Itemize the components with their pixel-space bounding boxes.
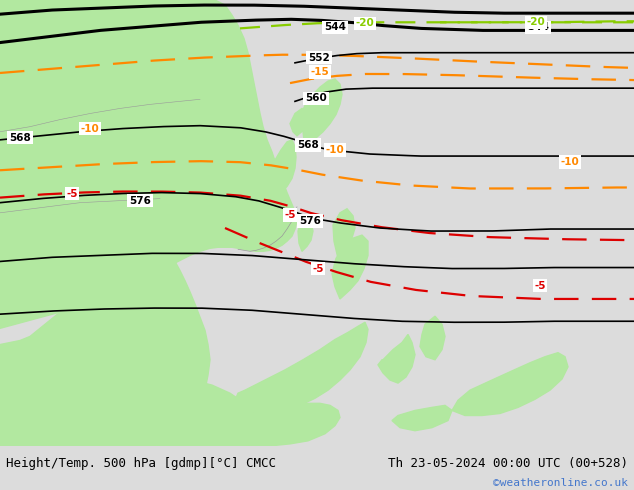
Polygon shape (0, 0, 297, 328)
Text: 560: 560 (305, 93, 327, 103)
Text: 544: 544 (324, 23, 346, 32)
Polygon shape (298, 216, 313, 251)
Text: 544: 544 (527, 23, 549, 32)
Polygon shape (378, 334, 415, 383)
Polygon shape (290, 108, 309, 136)
Text: -20: -20 (527, 17, 545, 27)
Text: -5: -5 (313, 264, 324, 273)
Polygon shape (0, 233, 210, 446)
Polygon shape (420, 316, 445, 360)
Text: Height/Temp. 500 hPa [gdmp][°C] CMCC: Height/Temp. 500 hPa [gdmp][°C] CMCC (6, 457, 276, 470)
Polygon shape (392, 405, 452, 431)
Text: 568: 568 (9, 133, 31, 143)
Text: 552: 552 (308, 53, 330, 63)
Text: -5: -5 (534, 281, 546, 291)
Polygon shape (230, 403, 340, 446)
Text: 576: 576 (129, 196, 151, 206)
Text: ©weatheronline.co.uk: ©weatheronline.co.uk (493, 478, 628, 489)
Polygon shape (272, 140, 296, 197)
Text: 568: 568 (297, 140, 319, 150)
Text: 576: 576 (299, 216, 321, 226)
Text: -5: -5 (66, 189, 78, 198)
Text: -5: -5 (284, 210, 295, 220)
Polygon shape (118, 378, 260, 446)
Polygon shape (332, 235, 368, 299)
Polygon shape (235, 322, 368, 414)
Text: -10: -10 (326, 145, 344, 155)
Text: -10: -10 (81, 123, 100, 134)
Text: Th 23-05-2024 00:00 UTC (00+528): Th 23-05-2024 00:00 UTC (00+528) (387, 457, 628, 470)
Text: -20: -20 (356, 18, 374, 28)
Polygon shape (452, 353, 568, 416)
Polygon shape (333, 209, 355, 258)
Text: -10: -10 (560, 157, 579, 167)
Text: -15: -15 (311, 67, 330, 77)
Polygon shape (300, 79, 342, 147)
